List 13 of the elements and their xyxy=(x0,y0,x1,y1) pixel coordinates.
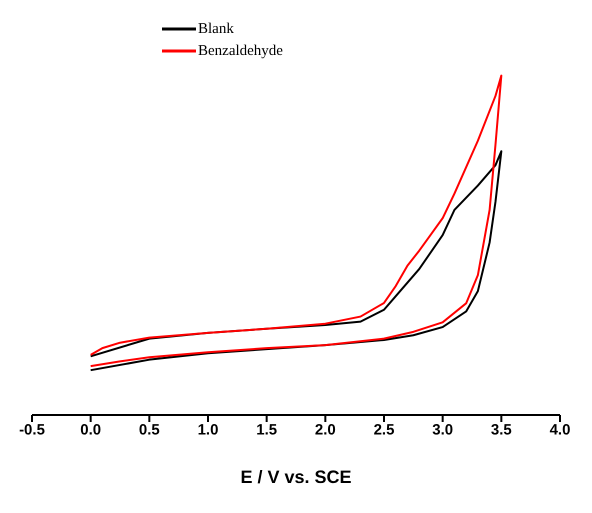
x-tick-label: 1.0 xyxy=(198,422,218,439)
x-axis-title: E / V vs. SCE xyxy=(240,467,352,487)
x-tick-label: 3.0 xyxy=(432,422,454,439)
x-tick-label: -0.5 xyxy=(19,422,45,439)
legend-label: Benzaldehyde xyxy=(198,42,283,60)
x-tick-label: 0.5 xyxy=(138,422,160,439)
legend-label: Blank xyxy=(198,20,234,38)
x-tick-label: 3.5 xyxy=(490,422,512,439)
x-tick-label: 2.5 xyxy=(374,422,394,439)
x-tick-label: 2.0 xyxy=(314,422,336,439)
x-tick-label: 1.5 xyxy=(256,422,278,439)
x-tick-label: 0.0 xyxy=(80,422,102,439)
x-tick-label: 4.0 xyxy=(550,422,570,439)
